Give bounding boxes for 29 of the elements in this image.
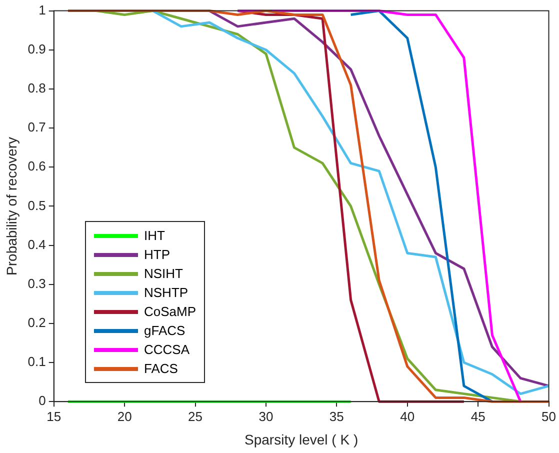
x-tick-label: 30 [258, 408, 274, 424]
legend-label: CCCSA [144, 342, 190, 357]
y-tick-label: 0.6 [28, 158, 46, 174]
legend-label: gFACS [144, 323, 186, 338]
y-tick-label: 0.3 [28, 276, 46, 291]
x-axis-title: Sparsity level ( K ) [244, 431, 358, 448]
legend-label: NSHTP [144, 285, 188, 300]
x-tick-label: 20 [117, 408, 132, 424]
legend-label: HTP [144, 247, 170, 262]
y-tick-label: 0.7 [28, 120, 46, 135]
x-tick-label: 15 [46, 408, 62, 424]
y-tick-label: 1 [38, 2, 46, 18]
legend-label: FACS [144, 361, 178, 376]
y-tick-label: 0.5 [28, 198, 46, 213]
x-tick-label: 50 [542, 408, 556, 424]
x-tick-label: 40 [400, 408, 415, 424]
legend-label: CoSaMP [144, 304, 196, 319]
y-tick-label: 0.1 [28, 354, 46, 370]
y-axis-title: Probability of recovery [3, 136, 20, 276]
y-tick-label: 0 [38, 393, 46, 408]
x-tick-label: 45 [470, 408, 486, 424]
x-tick-label: 35 [329, 408, 344, 424]
y-tick-label: 0.4 [28, 236, 46, 252]
legend-label: IHT [144, 228, 165, 243]
x-tick-label: 25 [188, 408, 203, 424]
y-tick-label: 0.8 [28, 80, 46, 96]
y-tick-label: 0.2 [28, 315, 46, 330]
legend-label: NSIHT [144, 266, 183, 281]
y-tick-label: 0.9 [28, 41, 46, 56]
